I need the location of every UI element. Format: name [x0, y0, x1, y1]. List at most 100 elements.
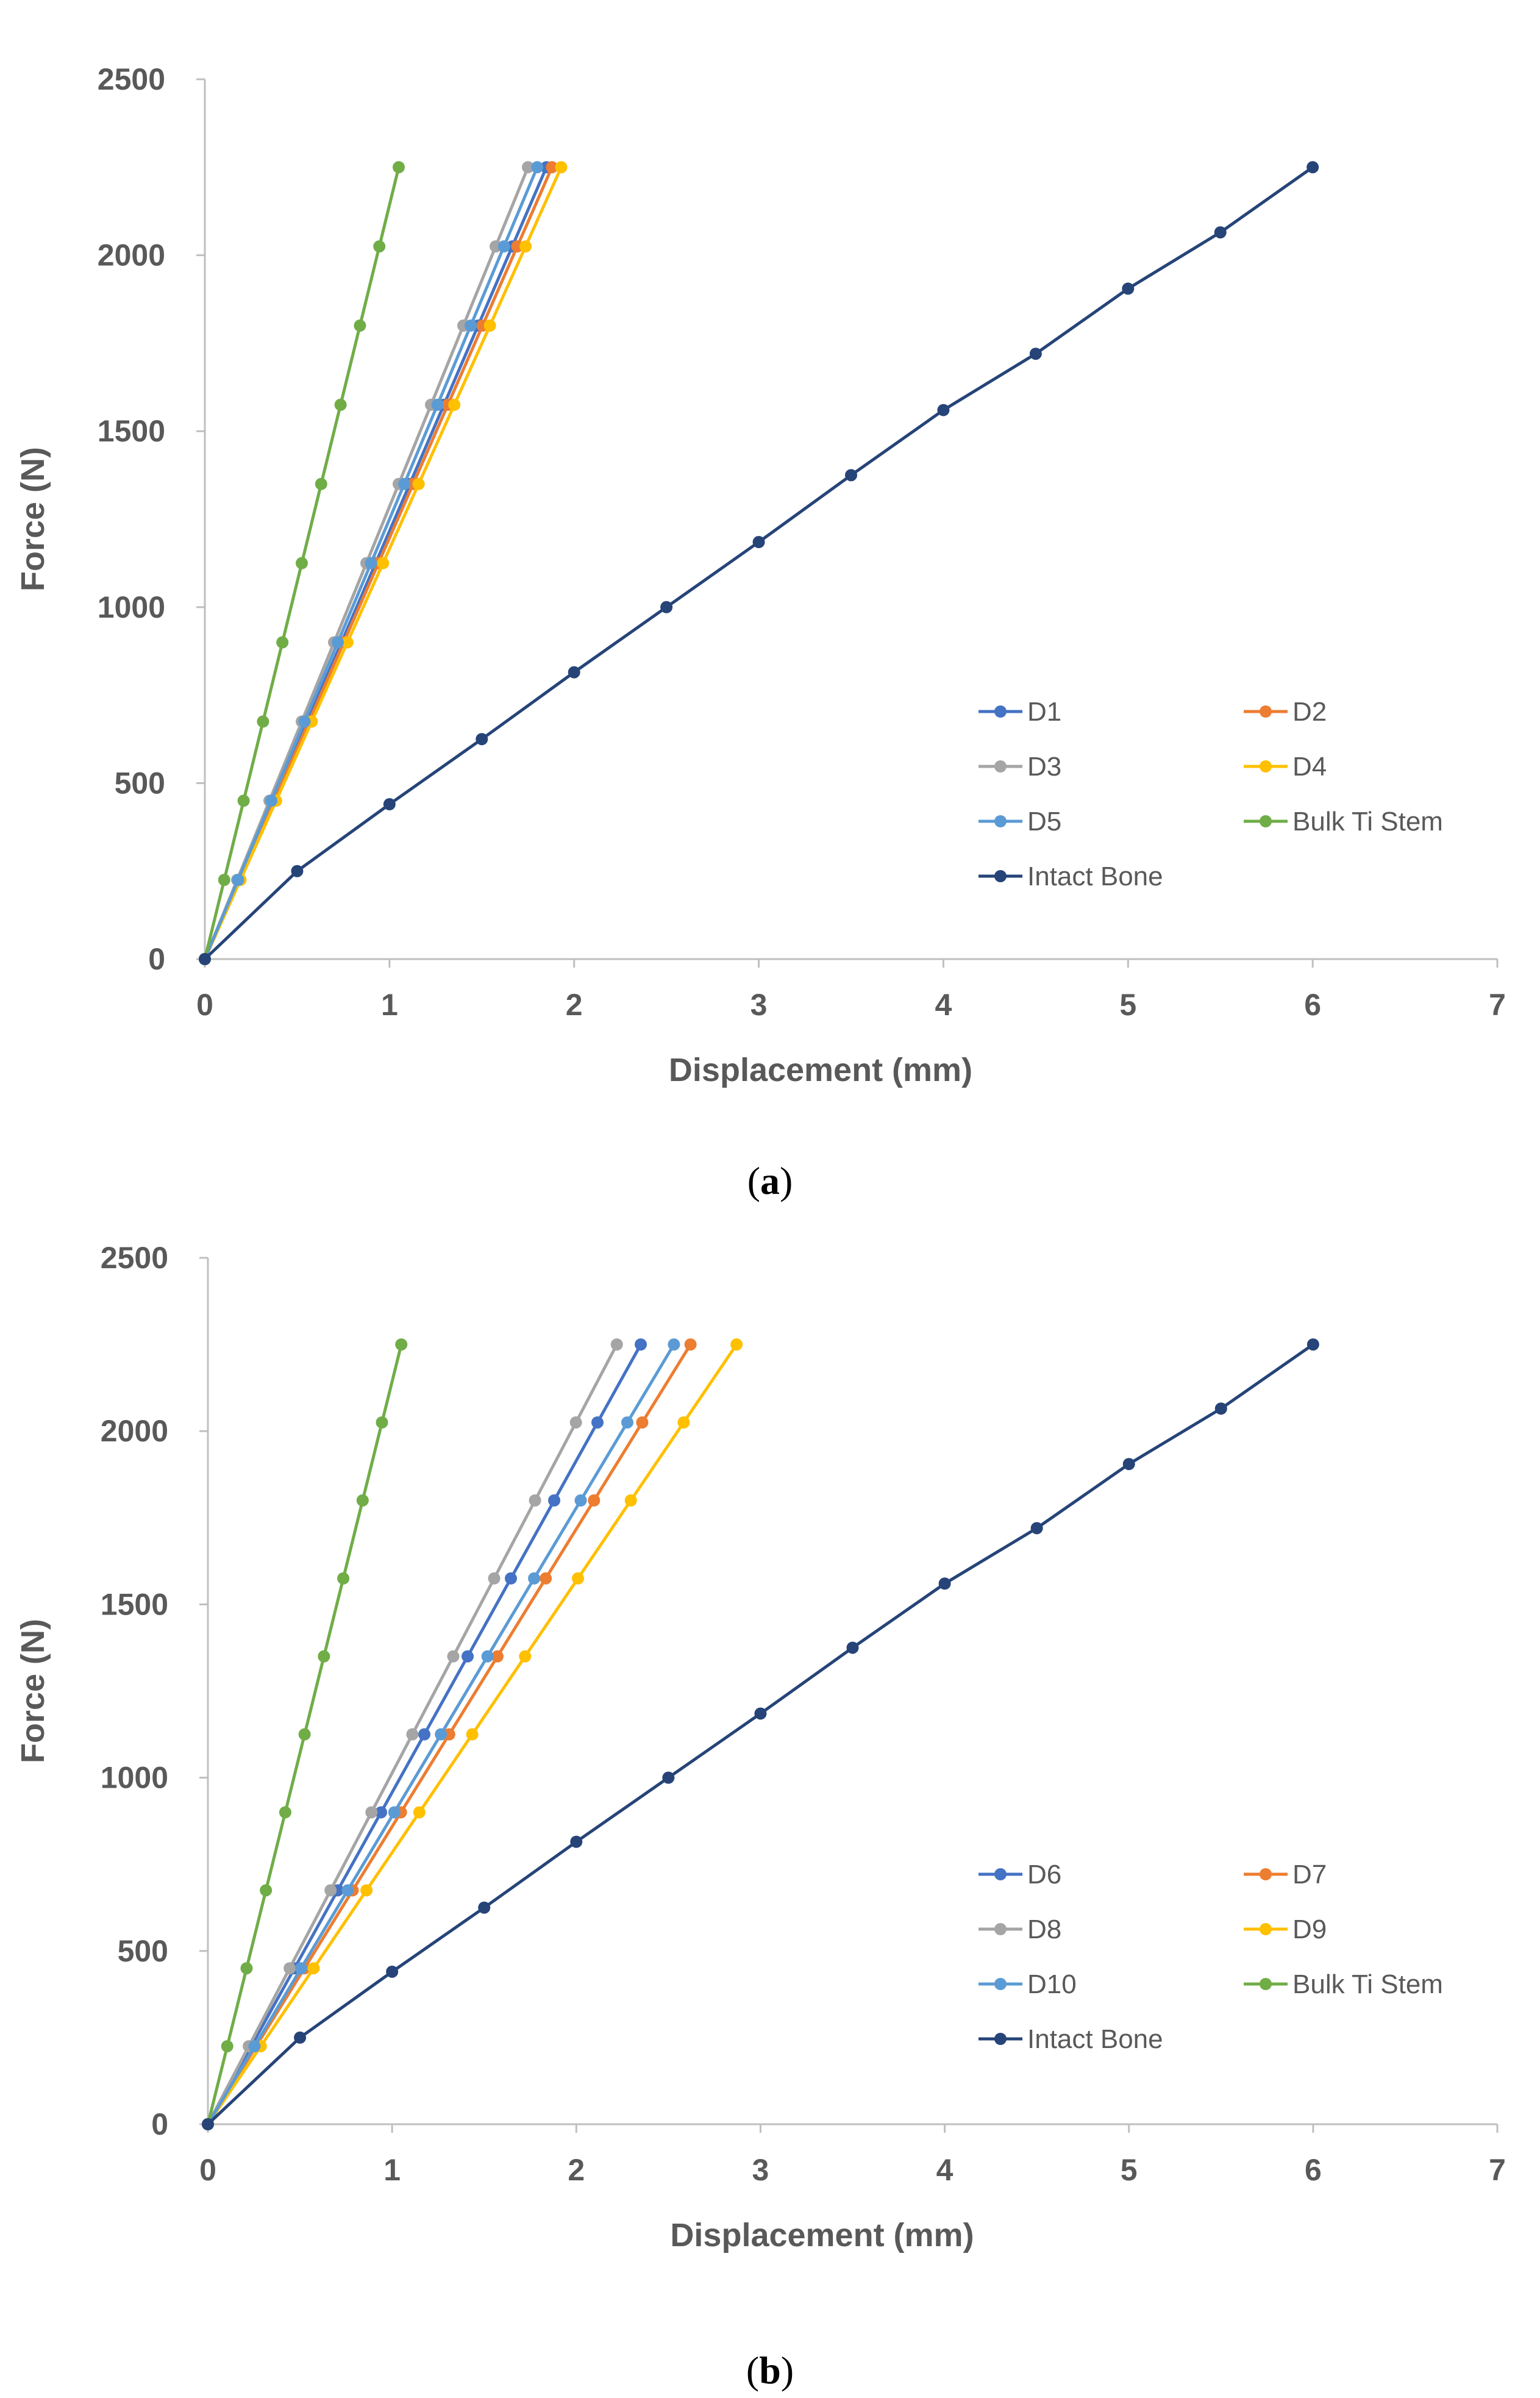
chart-0-data-point: [257, 715, 269, 728]
chart-1-data-point: [360, 1884, 373, 1897]
chart-1-legend-label: D10: [1027, 1969, 1077, 1999]
chart-0-data-point: [377, 557, 390, 569]
chart-0-data-point: [199, 953, 211, 965]
chart-1-data-point: [938, 1577, 951, 1590]
chart-1-data-point: [294, 1962, 307, 1975]
chart-1-x-tick-label: 5: [1121, 2153, 1138, 2187]
chart-1-legend-entry: D9: [1244, 1914, 1327, 1944]
chart-0-data-point: [373, 240, 386, 253]
chart-0-legend-swatch-marker: [1260, 760, 1272, 773]
chart-1-data-point: [677, 1416, 690, 1429]
chart-0-data-point: [1122, 282, 1135, 295]
chart-0-data-point: [354, 319, 366, 332]
chart-0-data-point: [752, 536, 765, 549]
chart-1-data-point: [1122, 1458, 1135, 1471]
chart-0-data-point: [522, 161, 534, 174]
chart-0-data-point: [265, 794, 278, 807]
chart-1-data-point: [488, 1572, 501, 1585]
chart-0-y-tick-label: 0: [148, 942, 165, 976]
chart-1-data-point: [341, 1884, 354, 1897]
chart-0-data-point: [476, 733, 488, 746]
chart-1-y-tick-label: 2000: [101, 1414, 168, 1448]
chart-0-legend-swatch-marker: [994, 870, 1007, 882]
chart-1-data-point: [307, 1962, 320, 1975]
chart-1-data-point: [1214, 1402, 1227, 1415]
chart-1-legend-label: D7: [1292, 1860, 1327, 1889]
chart-0-legend-label: Bulk Ti Stem: [1292, 807, 1443, 837]
chart-0-data-point: [296, 557, 308, 569]
chart-1-x-tick-label: 4: [936, 2153, 954, 2187]
chart-1-data-point: [466, 1728, 479, 1741]
chart-1-data-point: [447, 1650, 460, 1663]
chart-1-data-point: [435, 1728, 447, 1741]
caption-label-b: b: [759, 2349, 781, 2392]
chart-0-data-point: [660, 601, 673, 613]
chart-1-legend-swatch-marker: [1260, 1868, 1272, 1880]
chart-0-data-point: [393, 161, 405, 174]
chart-0-data-point: [497, 240, 510, 253]
chart-1-legend-entry: Bulk Ti Stem: [1244, 1969, 1443, 1999]
chart-1-data-point: [491, 1650, 504, 1663]
chart-1-data-point: [481, 1650, 494, 1663]
chart-1-legend-swatch-marker: [1260, 1923, 1272, 1935]
chart-0-data-point: [1029, 348, 1042, 360]
chart-1-data-point: [240, 1962, 253, 1975]
chart-1-data-point: [668, 1338, 680, 1351]
chart-0-legend-entry: Intact Bone: [979, 862, 1163, 891]
chart-0-y-tick-label: 1500: [98, 414, 165, 448]
chart-1-data-point: [572, 1572, 585, 1585]
chart-1-x-tick-label: 1: [383, 2153, 401, 2187]
chart-0-data-point: [531, 161, 544, 174]
chart-a: 0 1 2 3 4 5 6 7 0 500 1000 1500 2000 2500 Displacement…: [15, 62, 1506, 1088]
chart-1-data-point: [294, 2031, 307, 2044]
chart-1-data-point: [279, 1806, 291, 1819]
chart-1-y-tick-label: 2500: [101, 1241, 168, 1275]
chart-1-legend-entry: D7: [1244, 1860, 1327, 1889]
chart-0-legend-entry: D1: [979, 697, 1061, 727]
chart-1-data-point: [570, 1835, 583, 1848]
chart-1-series-d9: [202, 1338, 743, 2130]
chart-1-data-point: [386, 1965, 399, 1978]
chart-0-legend-entry: D2: [1244, 697, 1327, 727]
chart-0-data-point: [546, 161, 558, 174]
chart-1-series-bulk-ti-stem: [202, 1338, 408, 2130]
chart-1-legend-entry: D8: [979, 1914, 1061, 1944]
chart-1-data-point: [413, 1806, 426, 1819]
chart-0-data-point: [298, 715, 311, 728]
chart-1-data-point: [569, 1416, 582, 1429]
chart-1-series-d10: [202, 1338, 680, 2130]
chart-1-data-point: [662, 1771, 675, 1784]
chart-0-data-point: [555, 161, 568, 174]
chart-1-y-tick-label: 1500: [101, 1587, 168, 1621]
chart-0-data-point: [332, 636, 344, 649]
chart-0-y-axis-title: Force (N): [15, 447, 51, 591]
chart-0-series-intact-bone: [199, 161, 1319, 965]
chart-0-data-point: [568, 666, 580, 679]
chart-0-data-point: [448, 398, 461, 411]
chart-0-legend-entry: D4: [1244, 752, 1327, 782]
chart-0-y-tick-label: 500: [115, 766, 165, 800]
chart-1-data-point: [202, 2118, 214, 2130]
chart-0-data-point: [1214, 226, 1227, 239]
chart-0-data-point: [937, 404, 950, 416]
chart-1-data-point: [283, 1962, 296, 1975]
chart-1-legend-entry: Intact Bone: [979, 2024, 1163, 2054]
chart-0-data-point: [483, 319, 496, 332]
chart-1-legend-label: D8: [1027, 1914, 1061, 1944]
chart-1-data-point: [505, 1572, 518, 1585]
chart-0-data-point: [237, 794, 250, 807]
chart-1-data-point: [574, 1494, 587, 1507]
chart-1-x-tick-label: 6: [1305, 2153, 1322, 2187]
chart-0-data-point: [383, 798, 396, 811]
chart-b: 0 1 2 3 4 5 6 7 0 500 1000 1500 2000 2500 Displacement…: [15, 1241, 1506, 2253]
chart-panel-b: 0 1 2 3 4 5 6 7 0 500 1000 1500 2000 2500 Displacement…: [0, 1199, 1540, 2398]
chart-0-legend-entry: D5: [979, 807, 1061, 837]
chart-0-x-tick-label: 1: [381, 988, 398, 1022]
chart-1-data-point: [624, 1494, 637, 1507]
chart-1-legend-swatch-marker: [994, 1868, 1007, 1880]
caption-label-a: a: [760, 1159, 780, 1202]
chart-1-data-point: [846, 1641, 859, 1654]
chart-panel-a: 0 1 2 3 4 5 6 7 0 500 1000 1500 2000 2500 Displacement…: [15, 62, 1506, 1202]
chart-1-legend-label: Bulk Ti Stem: [1292, 1969, 1443, 1999]
chart-1-data-point: [406, 1728, 419, 1741]
